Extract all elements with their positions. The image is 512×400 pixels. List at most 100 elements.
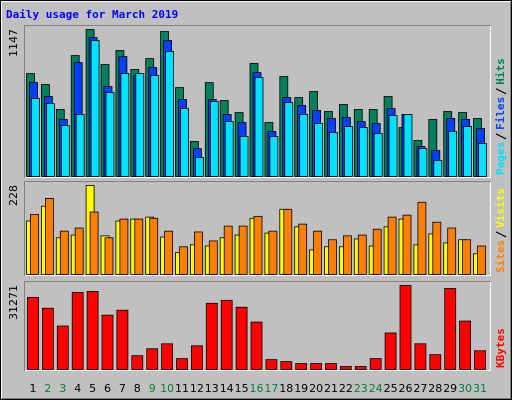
bar [146,348,159,370]
bar [280,361,293,370]
bar [89,211,99,275]
bar [314,123,324,177]
bar [120,73,130,177]
bar [295,363,308,370]
bar [269,136,279,177]
panel-bevel [25,26,491,178]
bar [417,201,427,275]
bar [448,131,458,177]
y-tick-label: 31271 [7,285,20,320]
bar [387,216,397,275]
x-tick-label: 30 [458,382,472,395]
x-tick-label: 31 [473,382,487,395]
bar [60,125,70,177]
legend-separator [495,133,507,140]
x-tick-label: 15 [235,382,249,395]
bar [254,77,264,177]
bar [135,73,145,177]
bar [239,136,249,177]
x-tick-label: 4 [74,382,81,395]
bar [373,133,383,177]
bar [354,366,367,370]
chart-title: Daily usage for March 2019 [6,8,178,21]
legend: Pages Files Hits [494,58,507,175]
bar [194,157,204,177]
bar [384,332,397,370]
x-tick-label: 21 [324,382,338,395]
bar [369,358,382,370]
bar [30,213,39,275]
x-tick-label: 26 [399,382,413,395]
bar [328,239,337,275]
bar [90,40,100,177]
bar [313,230,323,275]
bar [180,108,189,177]
legend: Sites Visits [494,188,507,273]
bar [27,296,39,370]
bar [179,246,188,275]
x-tick-label: 27 [413,382,427,395]
bar [357,234,367,275]
bar [105,92,115,177]
bar [310,363,323,370]
bar [223,225,233,275]
legend-label: Visits [494,188,507,228]
legend-label: Files [494,97,507,130]
bar [101,314,114,370]
bar [119,218,129,275]
x-tick-label: 17 [264,382,278,395]
bar [220,299,233,370]
bar [209,101,219,177]
legend: KBytes [494,328,507,368]
bar [116,309,129,370]
bar [399,285,412,370]
legend-label: Hits [494,58,507,85]
x-tick-label: 28 [428,382,442,395]
bar [149,217,159,275]
bar [253,215,263,275]
bar [56,325,69,370]
x-tick-label: 20 [309,382,323,395]
bar [104,237,114,275]
bar [463,126,473,177]
bar [74,227,84,275]
bar [433,160,443,177]
bar [478,143,487,177]
x-tick-label: 12 [190,382,204,395]
x-tick-label: 2 [44,382,51,395]
bar [265,359,278,370]
x-tick-label: 11 [175,382,189,395]
x-tick-label: 23 [354,382,368,395]
y-tick-label: 1147 [7,29,20,57]
bar [284,102,294,177]
bar [164,230,174,275]
y-tick-label: 228 [7,185,20,206]
bar [193,231,203,275]
bar [459,320,472,370]
bar [414,343,427,370]
bar [59,230,69,275]
x-tick-label: 7 [119,382,126,395]
x-tick-label: 18 [279,382,293,395]
bar [474,350,486,370]
x-tick-label: 8 [134,382,141,395]
x-tick-label: 13 [205,382,219,395]
bar [329,132,338,177]
bar [402,214,412,275]
x-tick-label: 3 [59,382,66,395]
bar [283,208,293,275]
bar [134,218,144,275]
bar [268,230,278,275]
bar [190,345,203,370]
bar [462,239,472,275]
bar [235,306,248,370]
legend-label: KBytes [494,328,507,368]
bar [432,221,442,275]
bar [418,148,428,177]
x-tick-label: 9 [149,382,156,395]
bar [325,363,337,370]
bar [388,115,398,177]
